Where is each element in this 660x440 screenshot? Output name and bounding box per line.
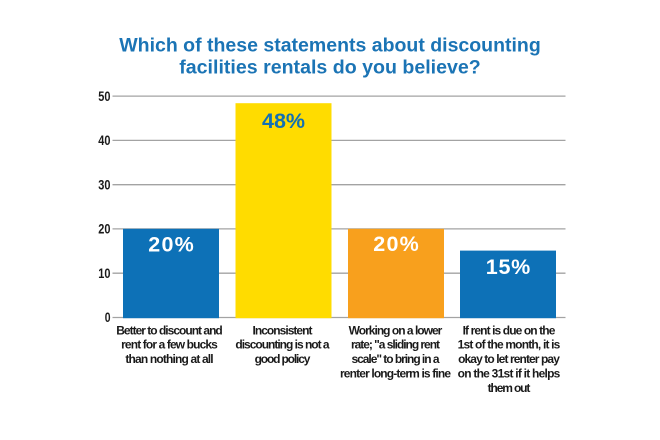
svg-text:0: 0 xyxy=(105,309,111,325)
svg-text:Which of these statements abou: Which of these statements about discount… xyxy=(119,36,541,57)
svg-text:them out: them out xyxy=(488,381,531,395)
svg-text:scale" to bring in a: scale" to bring in a xyxy=(352,352,440,366)
svg-text:rate; "a sliding rent: rate; "a sliding rent xyxy=(351,338,440,352)
svg-text:20%: 20% xyxy=(148,233,194,257)
svg-text:1st of the month, it is: 1st of the month, it is xyxy=(458,338,561,352)
svg-text:10: 10 xyxy=(98,265,110,281)
svg-text:20: 20 xyxy=(98,221,110,237)
svg-text:15%: 15% xyxy=(486,255,531,279)
svg-text:good policy: good policy xyxy=(255,352,311,366)
svg-text:If rent is due on the: If rent is due on the xyxy=(463,323,556,337)
svg-text:20%: 20% xyxy=(373,232,419,256)
svg-text:Better to discount and: Better to discount and xyxy=(116,323,223,337)
svg-text:30: 30 xyxy=(98,177,110,193)
svg-text:discounting is not a: discounting is not a xyxy=(235,338,330,352)
svg-text:facilities rentals do you beli: facilities rentals do you believe? xyxy=(179,58,481,79)
svg-text:Inconsistent: Inconsistent xyxy=(253,323,313,337)
svg-text:than nothing at all: than nothing at all xyxy=(125,352,213,366)
svg-text:50: 50 xyxy=(98,88,110,104)
svg-text:renter long-term is fine: renter long-term is fine xyxy=(340,367,451,381)
svg-text:Working on a lower: Working on a lower xyxy=(349,323,443,337)
svg-text:on the 31st if it helps: on the 31st if it helps xyxy=(458,367,561,381)
svg-text:48%: 48% xyxy=(262,109,305,133)
svg-text:40: 40 xyxy=(98,132,110,148)
svg-text:okay to let renter pay: okay to let renter pay xyxy=(458,352,560,366)
svg-text:rent for a few bucks: rent for a few bucks xyxy=(121,338,218,352)
